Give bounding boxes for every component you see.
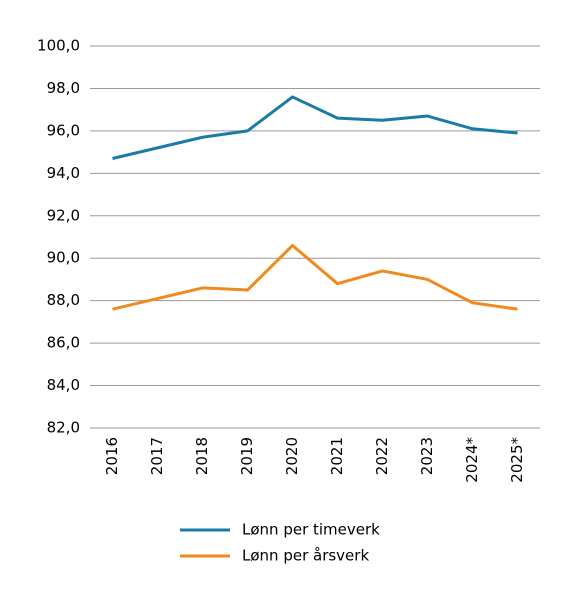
x-tick-label: 2021 xyxy=(328,437,346,475)
legend-label: Lønn per timeverk xyxy=(242,521,380,539)
y-tick-label: 86,0 xyxy=(47,334,80,352)
y-tick-label: 88,0 xyxy=(47,291,80,309)
x-tick-label: 2024* xyxy=(463,437,481,483)
x-tick-label: 2020 xyxy=(283,437,301,475)
x-tick-label: 2019 xyxy=(238,437,256,475)
y-tick-label: 82,0 xyxy=(47,419,80,437)
x-tick-label: 2023 xyxy=(418,437,436,475)
x-tick-label: 2016 xyxy=(103,437,121,475)
y-tick-label: 96,0 xyxy=(47,121,80,139)
series-line xyxy=(112,243,518,311)
y-tick-label: 98,0 xyxy=(47,79,80,97)
y-tick-label: 90,0 xyxy=(47,249,80,267)
series-line xyxy=(112,95,518,160)
y-tick-label: 100,0 xyxy=(37,37,80,55)
y-tick-label: 94,0 xyxy=(47,164,80,182)
x-tick-label: 2025* xyxy=(508,437,526,483)
legend-label: Lønn per årsverk xyxy=(242,547,369,565)
x-tick-label: 2022 xyxy=(373,437,391,475)
y-tick-label: 92,0 xyxy=(47,206,80,224)
x-tick-label: 2018 xyxy=(193,437,211,475)
y-tick-label: 84,0 xyxy=(47,376,80,394)
x-tick-label: 2017 xyxy=(148,437,166,475)
